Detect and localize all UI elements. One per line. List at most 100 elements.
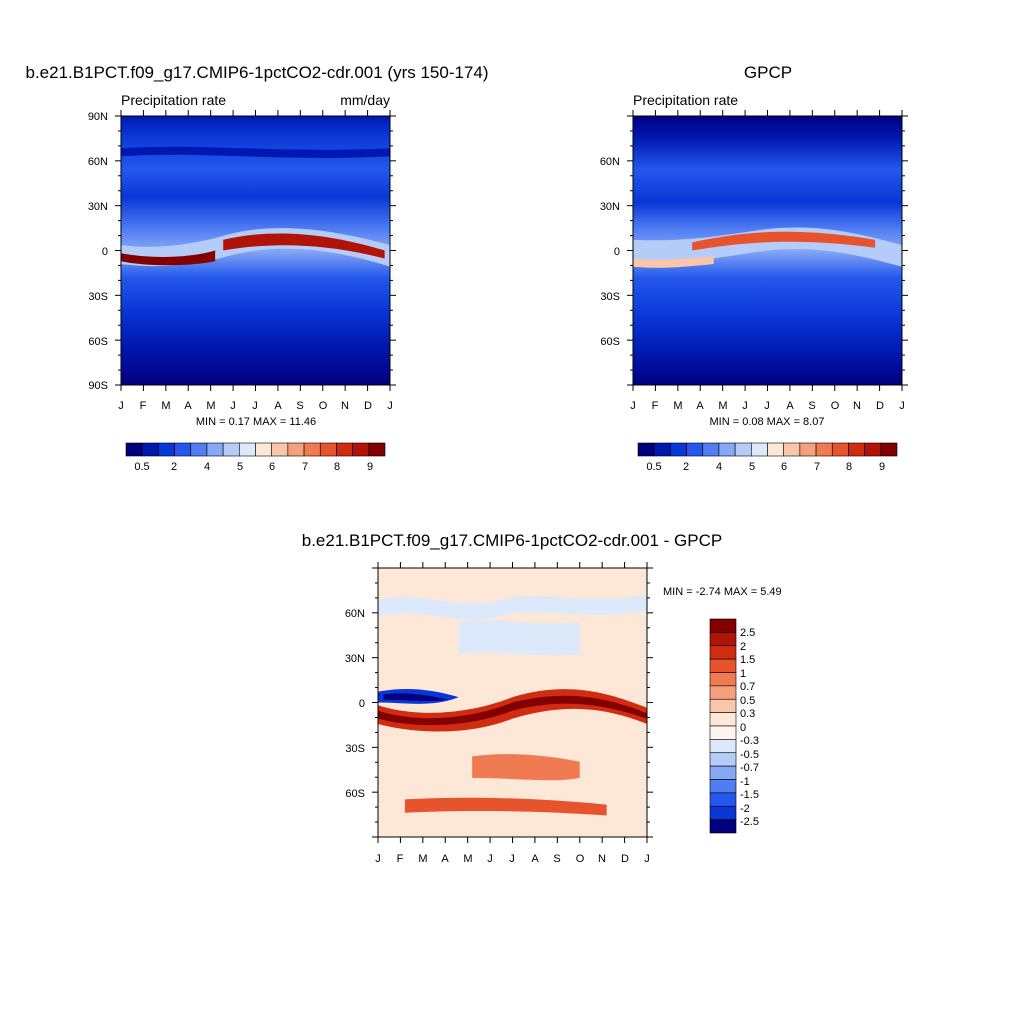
colorbar-label: 5 (749, 461, 755, 473)
colorbar-swatch (848, 442, 865, 457)
x-tick-label: D (876, 400, 884, 412)
colorbar-swatch (734, 442, 752, 457)
y-tick-label: 90S (88, 380, 108, 392)
panel-diff-title: b.e21.B1PCT.f09_g17.CMIP6-1pctCO2-cdr.00… (302, 531, 722, 550)
colorbar-swatch (255, 442, 272, 457)
panel-diff-colorbar-labels: 2.5 2 1.5 1 0.7 0.5 0.3 0 -0.3 -0.5 -0.7… (740, 627, 759, 828)
colorbar-swatch (190, 442, 208, 457)
x-tick-label: J (742, 400, 748, 412)
colorbar-swatch (352, 442, 370, 457)
panel-diff-plot (378, 568, 647, 837)
panel-model-x-ticks: J F M A M J J A S O N D J (118, 400, 393, 412)
panel-model-colorbar (125, 442, 386, 457)
panel-diff-negative-core-equator (383, 693, 448, 702)
colorbar-swatch (709, 645, 737, 660)
colorbar-swatch (125, 442, 143, 457)
colorbar-label: 2 (740, 641, 746, 653)
colorbar-label: 0.3 (740, 708, 755, 720)
colorbar-swatch (239, 442, 256, 457)
panel-diff-colorbar (709, 618, 737, 834)
panel-obs-stats: MIN = 0.08 MAX = 8.07 (710, 416, 825, 428)
colorbar-swatch (709, 739, 737, 754)
colorbar-label: 4 (204, 461, 210, 473)
x-tick-label: S (808, 400, 815, 412)
y-tick-label: 30S (600, 291, 620, 303)
panel-diff-negative-patch-mid (458, 620, 580, 656)
x-tick-label: A (786, 400, 794, 412)
x-tick-label: D (364, 400, 372, 412)
y-tick-label: 30N (88, 201, 108, 213)
x-tick-label: M (463, 853, 472, 865)
y-tick-label: 30N (600, 201, 620, 213)
panel-diff-y-ticks: 60N 30N 0 30S 60S (345, 608, 365, 800)
y-tick-label: 60S (600, 336, 620, 348)
panel-model-blue-band (121, 146, 390, 158)
y-tick-label: 0 (614, 246, 620, 258)
x-tick-label: A (184, 400, 192, 412)
colorbar-swatch (336, 442, 353, 457)
colorbar-swatch (709, 765, 737, 780)
panel-model-itcz-core-east (223, 233, 385, 259)
colorbar-label: 1.5 (740, 654, 755, 666)
x-tick-label: M (418, 853, 427, 865)
colorbar-label: -2.5 (740, 816, 759, 828)
colorbar-label: 8 (334, 461, 340, 473)
colorbar-swatch (637, 442, 655, 457)
colorbar-label: 2 (171, 461, 177, 473)
colorbar-swatch (767, 442, 784, 457)
x-tick-label: J (764, 400, 770, 412)
colorbar-swatch (709, 672, 737, 687)
colorbar-label: -0.5 (740, 749, 759, 761)
x-tick-label: S (553, 853, 560, 865)
colorbar-label: 1 (740, 668, 746, 680)
colorbar-label: 9 (879, 461, 885, 473)
x-tick-label: A (531, 853, 539, 865)
x-tick-label: O (831, 400, 840, 412)
colorbar-label: 2 (683, 461, 689, 473)
x-tick-label: F (140, 400, 147, 412)
panel-obs-plot (633, 116, 902, 385)
panel-obs-y-ticks: 60N 30N 0 30S 60S (600, 156, 620, 348)
colorbar-swatch (751, 442, 768, 457)
colorbar-swatch (709, 632, 737, 647)
colorbar-swatch (709, 819, 737, 834)
colorbar-swatch (271, 442, 289, 457)
colorbar-label: 6 (269, 461, 275, 473)
panel-diff: b.e21.B1PCT.f09_g17.CMIP6-1pctCO2-cdr.00… (302, 531, 782, 865)
x-tick-label: J (118, 400, 124, 412)
y-tick-label: 30S (88, 291, 108, 303)
colorbar-label: 4 (716, 461, 722, 473)
panel-obs-colorbar (637, 442, 898, 457)
colorbar-swatch (709, 712, 737, 727)
panel-model-title: b.e21.B1PCT.f09_g17.CMIP6-1pctCO2-cdr.00… (25, 63, 488, 82)
panel-diff-positive-patch-south (472, 754, 580, 781)
colorbar-label: 7 (302, 461, 308, 473)
y-tick-label: 0 (359, 698, 365, 710)
y-tick-label: 60S (345, 788, 365, 800)
x-tick-label: J (375, 853, 381, 865)
colorbar-swatch (670, 442, 687, 457)
panel-model-colorbar-labels: 0.5 2 4 5 6 7 8 9 (134, 461, 373, 473)
colorbar-swatch (319, 442, 337, 457)
colorbar-swatch (864, 442, 882, 457)
x-tick-label: A (441, 853, 449, 865)
x-tick-label: A (696, 400, 704, 412)
colorbar-swatch (880, 442, 898, 457)
panel-obs-x-ticks: J F M A M J J A S O N D J (630, 400, 905, 412)
colorbar-label: 9 (367, 461, 373, 473)
x-tick-label: M (206, 400, 215, 412)
x-tick-label: J (230, 400, 236, 412)
colorbar-label: 7 (814, 461, 820, 473)
panel-model-y-ticks: 90N 60N 30N 0 30S 60S 90S (88, 111, 108, 392)
panel-obs-left-label: Precipitation rate (633, 92, 738, 108)
x-tick-label: N (341, 400, 349, 412)
x-tick-label: M (161, 400, 170, 412)
panel-obs-itcz-core (692, 231, 876, 251)
y-tick-label: 90N (88, 111, 108, 123)
y-tick-label: 60N (345, 608, 365, 620)
x-tick-label: M (718, 400, 727, 412)
panel-diff-negative-patch-north (378, 594, 647, 620)
x-tick-label: J (630, 400, 636, 412)
colorbar-swatch (709, 685, 737, 700)
